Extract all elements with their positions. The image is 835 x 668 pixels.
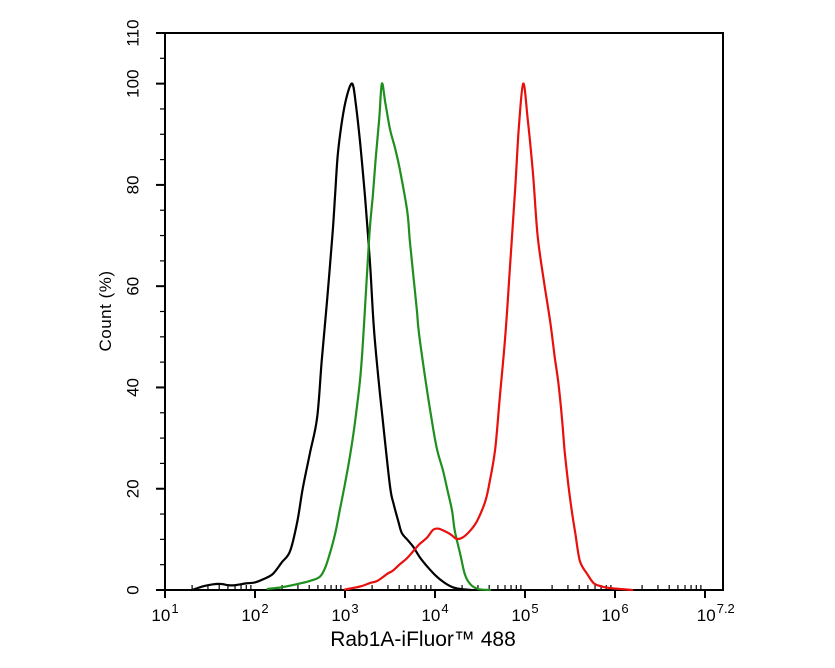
x-tick-label: 102: [241, 601, 268, 625]
green-curve: [266, 82, 491, 592]
x-tick-label: 105: [511, 601, 538, 625]
x-tick-label: 107.2: [697, 601, 735, 625]
x-axis-title: Rab1A-iFluor™ 488: [330, 628, 516, 651]
y-tick-label: 40: [123, 378, 142, 397]
x-tick-label: 106: [601, 601, 628, 625]
y-axis-title: Count (%): [96, 270, 115, 352]
y-tick-label: 0: [123, 585, 142, 594]
y-tick-label: 110: [123, 19, 142, 46]
x-tick-label: 104: [421, 601, 448, 625]
x-tick-label: 101: [151, 601, 178, 625]
red-curve: [343, 82, 634, 592]
y-tick-label: 60: [123, 277, 142, 296]
x-tick-label: 103: [331, 601, 358, 625]
black-curve: [190, 82, 473, 592]
plot-frame: [164, 32, 724, 591]
y-tick-label: 80: [123, 175, 142, 194]
y-tick-label: 100: [123, 69, 142, 97]
y-tick-label: 20: [123, 479, 142, 498]
